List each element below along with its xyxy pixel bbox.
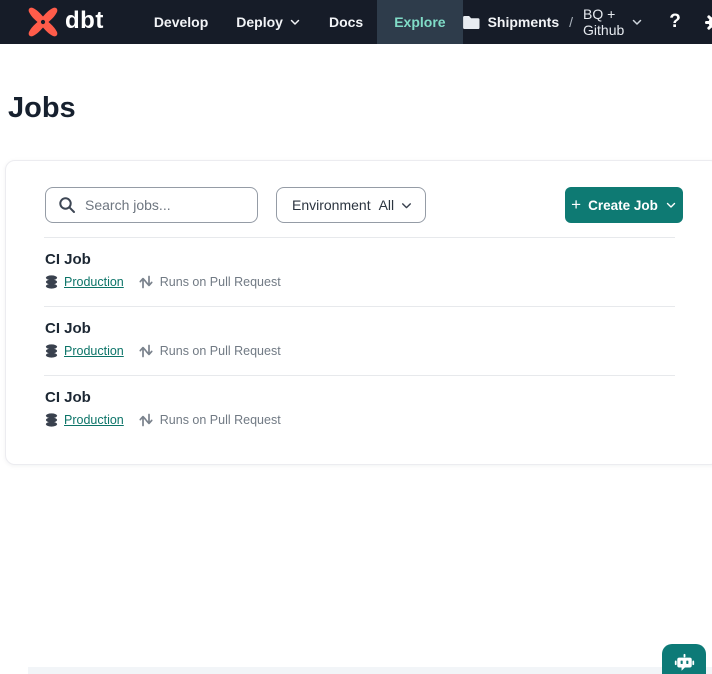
brand-name: dbt: [65, 6, 104, 34]
help-button[interactable]: ?: [669, 11, 681, 32]
environment-filter[interactable]: Environment All: [276, 187, 426, 223]
project-environment[interactable]: BQ + Github: [583, 6, 643, 38]
pull-request-icon: [139, 344, 153, 358]
job-meta: Production Runs on Pull Request: [45, 413, 712, 427]
search-icon: [58, 196, 76, 214]
environment-filter-label: Environment: [292, 197, 371, 213]
jobs-card: Environment All + Create Job CI Job: [5, 160, 712, 465]
chevron-down-icon: [665, 199, 677, 211]
pull-request-icon: [139, 413, 153, 427]
database-icon: [45, 344, 58, 358]
top-nav: dbt Develop Deploy Docs Explore: [0, 0, 712, 44]
chevron-down-icon: [289, 16, 301, 28]
job-title[interactable]: CI Job: [45, 389, 91, 406]
job-meta: Production Runs on Pull Request: [45, 275, 712, 289]
folder-icon: [462, 15, 480, 30]
environment-link[interactable]: Production: [64, 275, 124, 289]
job-row[interactable]: CI Job Production Runs on Pull Request: [6, 307, 712, 375]
primary-nav: Develop Deploy Docs Explore: [140, 0, 463, 44]
page-title: Jobs: [8, 92, 76, 124]
chevron-down-icon: [631, 16, 643, 28]
nav-item-deploy[interactable]: Deploy: [222, 0, 315, 44]
environment-link[interactable]: Production: [64, 344, 124, 358]
project-environment-label: BQ + Github: [583, 6, 625, 38]
nav-item-docs[interactable]: Docs: [315, 0, 377, 44]
create-job-label: Create Job: [588, 197, 658, 213]
project-separator: /: [569, 14, 574, 30]
settings-button[interactable]: [698, 12, 712, 33]
chevron-down-icon: [400, 199, 413, 212]
row-divider: [44, 306, 675, 307]
job-title[interactable]: CI Job: [45, 320, 91, 337]
job-meta: Production Runs on Pull Request: [45, 344, 712, 358]
nav-label: Deploy: [236, 14, 283, 30]
nav-label: Explore: [394, 14, 446, 30]
search-box[interactable]: [45, 187, 258, 223]
create-job-button[interactable]: + Create Job: [565, 187, 683, 223]
jobs-list: CI Job Production Runs on Pull Request C…: [6, 237, 712, 444]
assistant-button[interactable]: [662, 644, 706, 674]
nav-item-explore[interactable]: Explore: [377, 0, 463, 44]
plus-icon: +: [571, 194, 582, 214]
jobs-toolbar: Environment All + Create Job: [6, 161, 712, 223]
job-trigger: Runs on Pull Request: [159, 275, 281, 289]
nav-item-develop[interactable]: Develop: [140, 0, 222, 44]
robot-chat-icon: [674, 653, 695, 674]
project-name: Shipments: [487, 14, 560, 30]
search-input[interactable]: [85, 197, 247, 213]
job-trigger: Runs on Pull Request: [159, 413, 281, 427]
row-divider: [44, 237, 675, 238]
project-switcher[interactable]: Shipments / BQ + Github: [462, 6, 644, 38]
job-trigger: Runs on Pull Request: [159, 344, 281, 358]
job-row[interactable]: CI Job Production Runs on Pull Request: [6, 238, 712, 306]
nav-label: Develop: [153, 14, 209, 30]
job-row[interactable]: CI Job Production Runs on Pull Request: [6, 376, 712, 444]
row-divider: [44, 375, 675, 376]
next-section-edge: [28, 667, 712, 674]
job-title[interactable]: CI Job: [45, 251, 91, 268]
environment-filter-value: All: [378, 197, 395, 213]
nav-label: Docs: [328, 14, 364, 30]
database-icon: [45, 413, 58, 427]
gear-icon: [704, 12, 712, 33]
dbt-logo-icon: [27, 6, 59, 38]
environment-link[interactable]: Production: [64, 413, 124, 427]
database-icon: [45, 275, 58, 289]
dbt-logo[interactable]: dbt: [0, 0, 104, 44]
nav-right: Shipments / BQ + Github ?: [462, 0, 712, 44]
pull-request-icon: [139, 275, 153, 289]
